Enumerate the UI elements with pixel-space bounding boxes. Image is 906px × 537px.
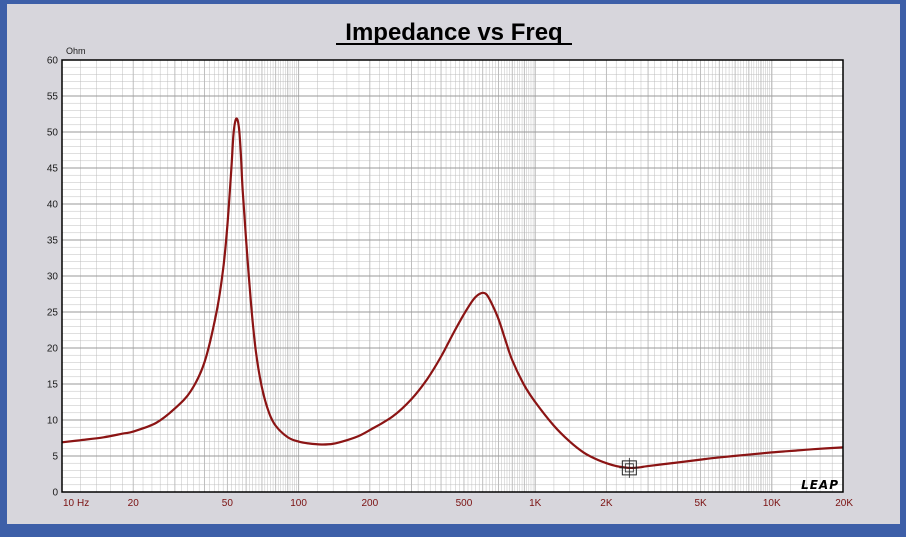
y-axis-unit-label: Ohm <box>66 46 86 56</box>
window-bottom-bar <box>7 524 900 537</box>
y-tick-label: 30 <box>47 272 59 283</box>
cursor-marker-icon[interactable] <box>619 457 640 478</box>
y-tick-label: 0 <box>52 488 58 499</box>
y-tick-label: 15 <box>47 380 59 391</box>
y-tick-label: 25 <box>47 308 59 319</box>
chart-title: Impedance vs Freq <box>345 19 562 46</box>
x-tick-label: 5K <box>694 498 707 509</box>
y-tick-label: 40 <box>47 200 59 211</box>
y-tick-label: 35 <box>47 236 59 247</box>
y-tick-label: 55 <box>47 92 59 103</box>
y-tick-label: 5 <box>52 452 58 463</box>
plot-border <box>61 59 844 493</box>
leap-logo: LEAP <box>801 478 839 492</box>
y-tick-label: 10 <box>47 416 59 427</box>
x-tick-label: 500 <box>456 498 473 509</box>
x-tick-label: 10K <box>763 498 781 509</box>
y-tick-label: 60 <box>47 56 59 67</box>
x-tick-label: 50 <box>222 498 234 509</box>
y-tick-label: 45 <box>47 164 59 175</box>
x-tick-label: 20 <box>128 498 140 509</box>
x-tick-label: 100 <box>290 498 307 509</box>
x-tick-labels: 10 20 50 100 200 500 1K 2K 5K 10K 20K <box>63 498 853 509</box>
x-axis-unit-label: Hz <box>77 498 89 509</box>
x-tick-label: 10 <box>63 498 75 509</box>
x-tick-label: 1K <box>529 498 542 509</box>
y-tick-label: 20 <box>47 344 59 355</box>
y-tick-labels: 0 5 10 15 20 25 30 35 40 45 50 55 60 <box>47 56 59 499</box>
y-tick-label: 50 <box>47 128 59 139</box>
x-tick-label: 2K <box>600 498 613 509</box>
x-tick-label: 200 <box>361 498 378 509</box>
x-tick-label: 20K <box>835 498 853 509</box>
